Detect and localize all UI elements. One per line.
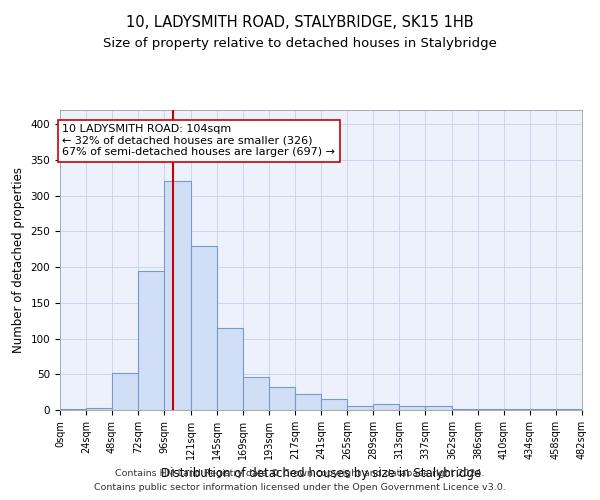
Bar <box>556 408 582 410</box>
Bar <box>269 387 295 410</box>
Bar <box>243 377 269 410</box>
Bar <box>295 394 321 410</box>
Text: 10, LADYSMITH ROAD, STALYBRIDGE, SK15 1HB: 10, LADYSMITH ROAD, STALYBRIDGE, SK15 1H… <box>126 15 474 30</box>
Bar <box>217 328 243 410</box>
Y-axis label: Number of detached properties: Number of detached properties <box>12 167 25 353</box>
Bar <box>347 406 373 410</box>
Bar <box>138 270 164 410</box>
Bar <box>321 400 347 410</box>
Text: Size of property relative to detached houses in Stalybridge: Size of property relative to detached ho… <box>103 38 497 51</box>
Bar <box>191 246 217 410</box>
Bar <box>112 373 138 410</box>
Text: Contains HM Land Registry data © Crown copyright and database right 2024.: Contains HM Land Registry data © Crown c… <box>115 468 485 477</box>
Text: Contains public sector information licensed under the Open Government Licence v3: Contains public sector information licen… <box>94 484 506 492</box>
Text: 10 LADYSMITH ROAD: 104sqm
← 32% of detached houses are smaller (326)
67% of semi: 10 LADYSMITH ROAD: 104sqm ← 32% of detac… <box>62 124 335 158</box>
Bar <box>452 408 478 410</box>
Bar <box>504 408 530 410</box>
Bar <box>399 406 425 410</box>
Bar <box>60 408 86 410</box>
X-axis label: Distribution of detached houses by size in Stalybridge: Distribution of detached houses by size … <box>161 468 481 480</box>
Bar <box>86 408 112 410</box>
Bar <box>164 182 191 410</box>
Bar <box>373 404 399 410</box>
Bar <box>425 406 452 410</box>
Bar <box>478 408 504 410</box>
